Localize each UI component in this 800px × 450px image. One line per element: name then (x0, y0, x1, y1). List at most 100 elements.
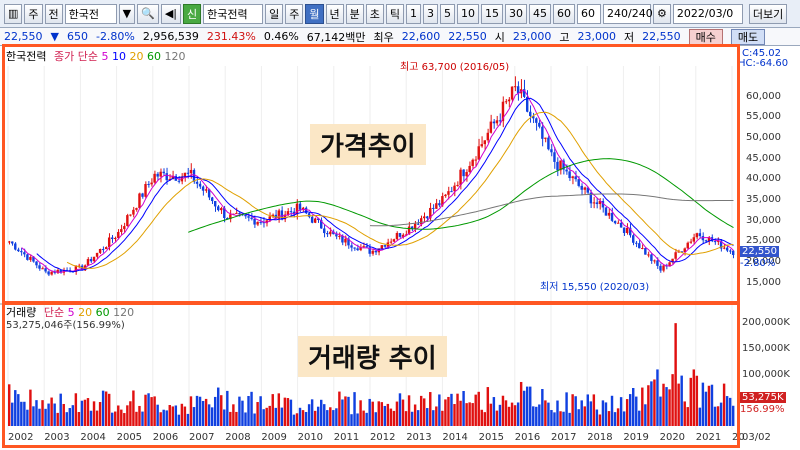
candle-body (495, 120, 499, 124)
interval-5[interactable]: 5 (440, 3, 455, 24)
candle-body (44, 268, 47, 272)
buy-button[interactable]: 매수 (688, 28, 723, 45)
volume-bar (129, 401, 132, 426)
volume-bar (86, 398, 90, 426)
candle-body (47, 271, 50, 275)
volume-bar (344, 396, 347, 426)
price-tick-label: 25,000 (746, 235, 781, 247)
candle-body (529, 111, 532, 117)
candle-body (556, 161, 559, 171)
candle-body (550, 149, 553, 153)
tab-minute[interactable]: 분 (345, 3, 364, 24)
tab-year[interactable]: 년 (325, 3, 344, 24)
volume-bar (232, 404, 235, 426)
settings-icon[interactable]: ⚙ (653, 3, 671, 24)
candle-body (632, 235, 635, 243)
tab-day[interactable]: 일 (265, 3, 284, 24)
volume-bar (668, 389, 671, 426)
volume-bar (217, 387, 220, 426)
chart-area[interactable]: 한국전력 종가 단순 5 10 20 60 120 가격추이 최고 63,700… (0, 44, 800, 450)
ma-line-5 (21, 89, 734, 273)
volume-bar (189, 396, 193, 426)
volume-bar (701, 382, 705, 426)
volume-bar (653, 379, 656, 426)
volume-bar (562, 411, 565, 426)
volume-bar (698, 407, 702, 426)
interval-input[interactable]: 60 (577, 3, 601, 24)
interval-60[interactable]: 60 (553, 3, 575, 24)
count-display[interactable]: 240/240 (603, 3, 653, 24)
interval-45[interactable]: 45 (529, 3, 551, 24)
sound-icon[interactable]: ◀| (160, 3, 181, 24)
volume-bar (607, 411, 611, 426)
new-icon[interactable]: 신 (183, 3, 202, 24)
candle-body (301, 207, 305, 210)
volume-bar (601, 400, 605, 426)
volume-bar (586, 394, 589, 426)
code-type-select[interactable]: 전 (44, 3, 63, 24)
candle-body (435, 203, 438, 209)
volume-bar (580, 400, 583, 426)
candle-body (138, 193, 141, 209)
ma-line-10 (36, 97, 734, 273)
tab-tick[interactable]: 틱 (385, 3, 404, 24)
candle-body (489, 121, 493, 133)
volume-bar (77, 412, 81, 426)
quote-bar: 22,550 ▼ 650 -2.80% 2,956,539 231.43% 0.… (0, 28, 800, 46)
tab-month[interactable]: 월 (305, 3, 324, 24)
tab-second[interactable]: 초 (365, 3, 384, 24)
volume-bar (728, 397, 732, 426)
volume-bar (692, 369, 696, 426)
volume-bar (459, 400, 462, 426)
code-prefix-select[interactable]: 주 (24, 3, 43, 24)
interval-10[interactable]: 10 (457, 3, 479, 24)
tab-week[interactable]: 주 (285, 3, 304, 24)
candle-body (107, 237, 111, 248)
candle-body (477, 146, 480, 160)
volume-bar (59, 393, 62, 426)
interval-30[interactable]: 30 (505, 3, 527, 24)
candle-body (671, 258, 674, 263)
volume-bar (280, 407, 284, 426)
volume-bar (513, 405, 517, 426)
sell-button[interactable]: 매도 (730, 28, 766, 45)
candle-body (326, 233, 329, 235)
candle-body (20, 251, 23, 253)
volume-bar (550, 409, 553, 426)
volume-bar (62, 403, 65, 426)
candle-body (304, 207, 308, 214)
interval-3[interactable]: 3 (423, 3, 438, 24)
volume-bar (338, 391, 341, 426)
last-volume-tag: 53,275K (740, 392, 786, 403)
volume-bar (110, 412, 114, 426)
candle-body (23, 252, 26, 255)
volume-bar (604, 402, 608, 426)
search-icon[interactable]: 🔍 (137, 3, 159, 24)
candle-body (689, 241, 692, 243)
legend-ma60: 60 (146, 50, 161, 63)
candle-body (362, 246, 365, 248)
date-input[interactable]: 2022/03/0 (672, 3, 743, 24)
candle-body (662, 265, 665, 271)
x-tick-label: 2020 (659, 432, 686, 443)
price-tick-label: 60,000 (746, 90, 781, 102)
volume-tick-label: 200,000K (742, 317, 790, 329)
candle-body (468, 165, 471, 173)
volume-bar (107, 393, 111, 426)
candle-body (344, 238, 347, 243)
more-button[interactable]: 더보기 (748, 3, 788, 24)
price-volume-chart[interactable] (0, 46, 800, 450)
dropdown-icon[interactable]: ▼ (118, 3, 136, 24)
candle-body (456, 184, 459, 186)
interval-15[interactable]: 15 (481, 3, 503, 24)
volume-bar (413, 404, 417, 426)
volume-bar (377, 401, 380, 426)
candle-body (56, 269, 59, 273)
price-tick-label: 20,000 (746, 256, 781, 268)
volume-bar (577, 409, 580, 426)
stock-search-input[interactable]: 한국전 (64, 3, 117, 24)
low-label: 저 (624, 30, 635, 44)
interval-1[interactable]: 1 (406, 3, 421, 24)
chart-type-icon[interactable]: ▥ (4, 3, 23, 24)
candle-body (156, 173, 159, 177)
